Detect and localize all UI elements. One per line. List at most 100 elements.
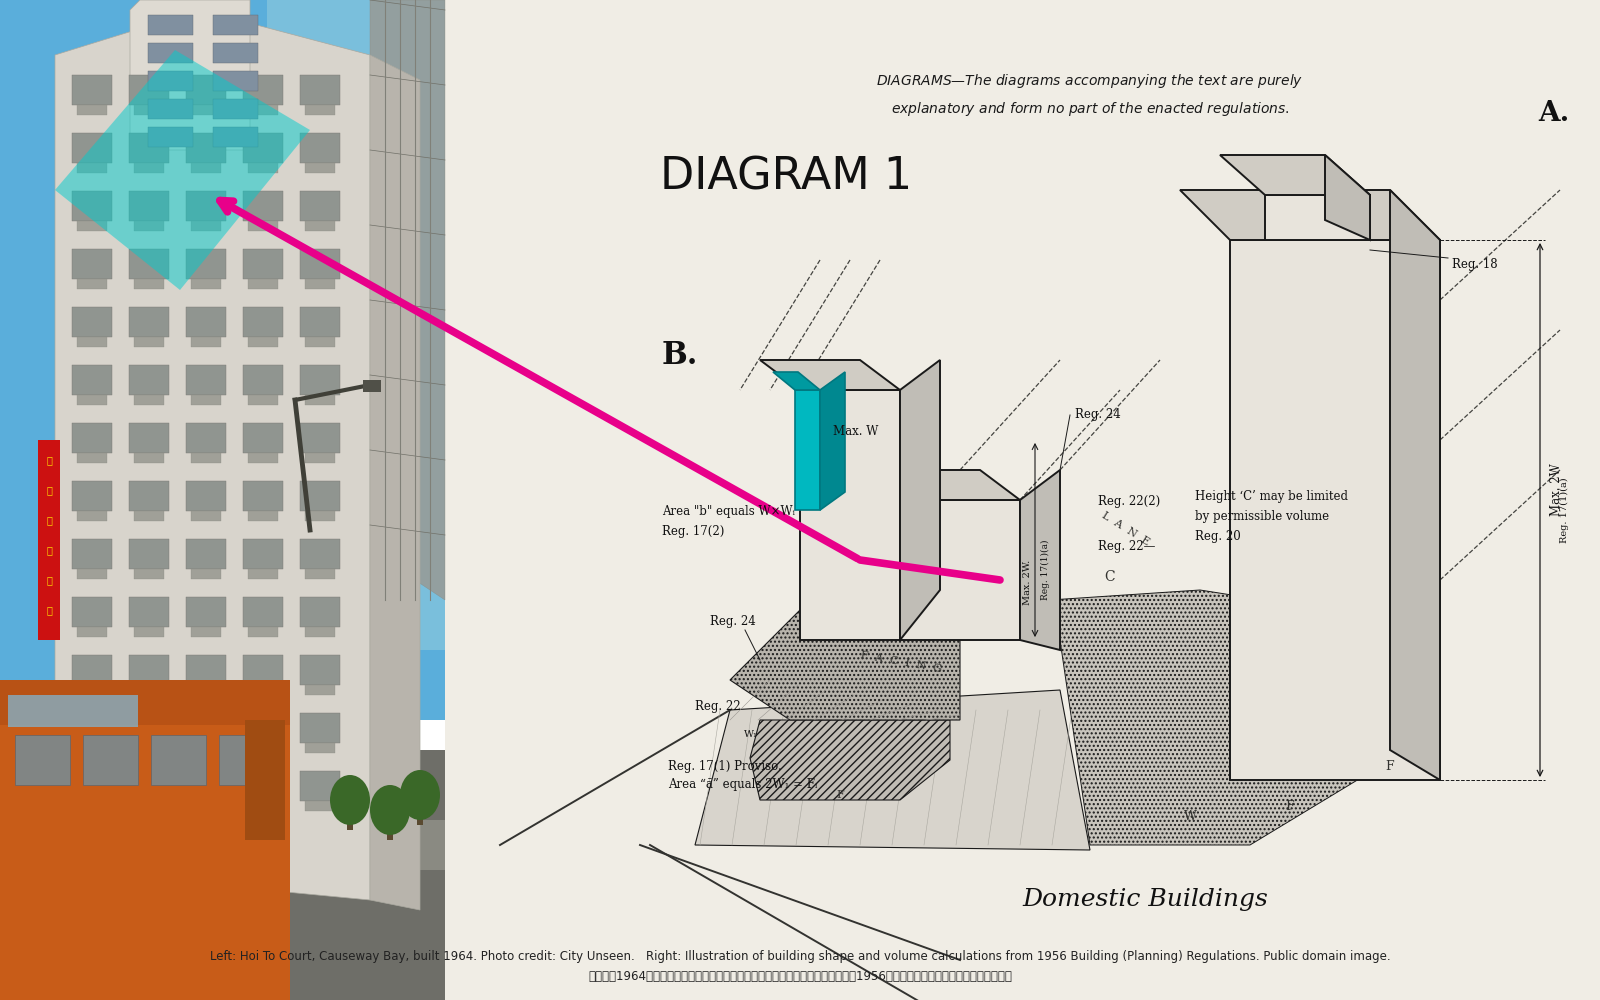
Bar <box>134 105 165 115</box>
Bar <box>190 801 221 811</box>
Bar <box>147 99 194 119</box>
Bar <box>243 133 283 163</box>
Text: Reg. 24: Reg. 24 <box>710 615 755 628</box>
Bar <box>190 569 221 579</box>
Bar <box>77 221 107 231</box>
Polygon shape <box>760 360 899 390</box>
Bar <box>190 685 221 695</box>
Text: by permissible volume: by permissible volume <box>1195 510 1330 523</box>
Bar <box>134 337 165 347</box>
Bar <box>243 597 283 627</box>
Bar <box>243 307 283 337</box>
Bar <box>130 133 170 163</box>
Bar <box>186 75 226 105</box>
Bar <box>130 597 170 627</box>
Text: Reg. 22(2): Reg. 22(2) <box>1098 495 1160 508</box>
Text: F: F <box>837 790 843 800</box>
Bar <box>243 655 283 685</box>
Bar <box>190 337 221 347</box>
Bar <box>306 569 334 579</box>
Ellipse shape <box>400 770 440 820</box>
Bar <box>72 423 112 453</box>
Bar <box>72 481 112 511</box>
Bar <box>186 771 226 801</box>
Bar <box>130 191 170 221</box>
Bar <box>248 105 278 115</box>
Text: 荃: 荃 <box>46 455 51 465</box>
Bar <box>306 221 334 231</box>
Bar <box>130 365 170 395</box>
Bar <box>248 395 278 405</box>
Text: Reg. 22—: Reg. 22— <box>1098 540 1155 553</box>
Bar <box>248 337 278 347</box>
Text: F  A  C  I  N  G: F A C I N G <box>861 650 942 674</box>
Polygon shape <box>795 390 819 510</box>
Bar <box>190 163 221 173</box>
Text: DIAGRAM 1: DIAGRAM 1 <box>661 155 912 198</box>
Polygon shape <box>1390 190 1440 780</box>
Bar <box>186 481 226 511</box>
Bar <box>190 105 221 115</box>
Text: A.: A. <box>1539 100 1570 127</box>
Bar <box>243 423 283 453</box>
Bar <box>213 127 258 147</box>
Bar <box>190 453 221 463</box>
Bar <box>147 43 194 63</box>
Bar <box>72 713 112 743</box>
Text: 左：建於1964年的銅鍎灣海都大厦。圖片來源：香港建解。右：《建築物條例》（1956）中展示樓宇形狀和體積計算的示意圖。: 左：建於1964年的銅鍎灣海都大厦。圖片來源：香港建解。右：《建築物條例》（19… <box>589 970 1011 983</box>
Text: Max. W: Max. W <box>834 425 878 438</box>
Bar <box>130 539 170 569</box>
Bar <box>72 771 112 801</box>
Bar <box>38 440 61 640</box>
Bar <box>186 539 226 569</box>
Bar <box>77 627 107 637</box>
Polygon shape <box>54 10 370 900</box>
Bar <box>77 511 107 521</box>
Bar <box>72 655 112 685</box>
Bar <box>72 249 112 279</box>
Bar <box>190 279 221 289</box>
Text: 大: 大 <box>46 515 51 525</box>
Bar <box>0 820 445 870</box>
Text: Reg. 22: Reg. 22 <box>694 700 741 713</box>
Polygon shape <box>1050 590 1440 845</box>
Polygon shape <box>800 390 899 640</box>
Polygon shape <box>899 500 1021 640</box>
Bar <box>130 307 170 337</box>
Polygon shape <box>1325 155 1370 240</box>
Bar <box>245 720 285 840</box>
Bar <box>243 713 283 743</box>
Bar <box>186 133 226 163</box>
Bar <box>130 655 170 685</box>
Bar <box>243 75 283 105</box>
Bar <box>248 511 278 521</box>
Bar <box>134 395 165 405</box>
Bar <box>306 627 334 637</box>
Bar <box>301 655 339 685</box>
Bar <box>190 221 221 231</box>
Bar <box>213 43 258 63</box>
Bar <box>248 627 278 637</box>
Polygon shape <box>1266 195 1370 240</box>
Bar <box>130 771 170 801</box>
Bar <box>77 453 107 463</box>
Bar <box>186 655 226 685</box>
Text: Left: Hoi To Court, Causeway Bay, built 1964. Photo credit: City Unseen.   Right: Left: Hoi To Court, Causeway Bay, built … <box>210 950 1390 963</box>
Bar <box>301 75 339 105</box>
Text: Reg. 17(2): Reg. 17(2) <box>662 525 725 538</box>
Text: Area "b" equals W×Wᵢ: Area "b" equals W×Wᵢ <box>662 505 795 518</box>
Bar <box>147 127 194 147</box>
Polygon shape <box>54 50 310 290</box>
Bar <box>248 279 278 289</box>
Bar <box>77 685 107 695</box>
Polygon shape <box>730 610 960 720</box>
Text: 飯: 飯 <box>46 575 51 585</box>
Bar <box>77 163 107 173</box>
Polygon shape <box>370 0 445 600</box>
Bar <box>445 0 1600 1000</box>
Text: $\it{explanatory\ and\ form\ no\ part\ of\ the\ enacted\ regulations.}$: $\it{explanatory\ and\ form\ no\ part\ o… <box>891 100 1290 118</box>
Bar <box>301 713 339 743</box>
Bar <box>213 99 258 119</box>
Bar <box>186 307 226 337</box>
Bar <box>186 423 226 453</box>
